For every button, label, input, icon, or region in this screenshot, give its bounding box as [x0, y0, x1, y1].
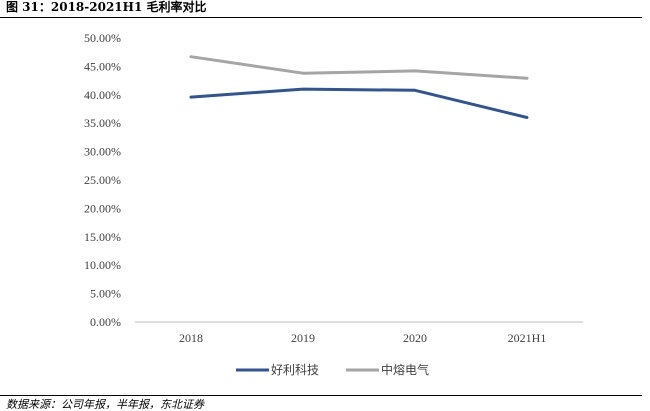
y-tick-label: 5.00% — [90, 287, 121, 301]
series-lines — [189, 55, 529, 119]
x-tick-label: 2021H1 — [508, 331, 547, 345]
y-tick-label: 35.00% — [84, 116, 121, 130]
y-tick-label: 50.00% — [84, 31, 121, 45]
x-tick-label: 2020 — [403, 331, 427, 345]
legend-item-1: 好利科技 — [236, 363, 319, 377]
line-chart: 0.00% 5.00% 10.00% 15.00% 20.00% 25.00% 30.00%… — [84, 31, 583, 377]
legend-label: 好利科技 — [271, 363, 319, 377]
x-axis-tick-labels: 2018 2019 2020 2021H1 — [179, 331, 546, 345]
y-tick-label: 10.00% — [84, 258, 121, 272]
y-tick-label: 20.00% — [84, 201, 121, 215]
x-tick-label: 2018 — [179, 331, 203, 345]
source-note: 数据来源：公司年报，半年报，东北证券 — [6, 398, 204, 411]
y-axis-tick-labels: 0.00% 5.00% 10.00% 15.00% 20.00% 25.00% 30.00%… — [84, 31, 121, 329]
legend: 好利科技 中熔电气 — [236, 362, 429, 377]
series-line-1 — [189, 87, 529, 119]
y-tick-label: 0.00% — [90, 315, 121, 329]
series-line-2 — [189, 55, 529, 80]
y-tick-label: 45.00% — [84, 59, 121, 73]
y-tick-label: 15.00% — [84, 230, 121, 244]
source-rule — [0, 395, 642, 396]
y-tick-label: 30.00% — [84, 145, 121, 159]
title-rule — [0, 17, 642, 18]
y-tick-label: 40.00% — [84, 88, 121, 102]
legend-label: 中熔电气 — [381, 362, 429, 377]
figure-title: 图 31：2018-2021H1 毛利率对比 — [6, 0, 207, 14]
legend-item-2: 中熔电气 — [346, 362, 429, 377]
x-tick-label: 2019 — [291, 331, 315, 345]
y-tick-label: 25.00% — [84, 173, 121, 187]
